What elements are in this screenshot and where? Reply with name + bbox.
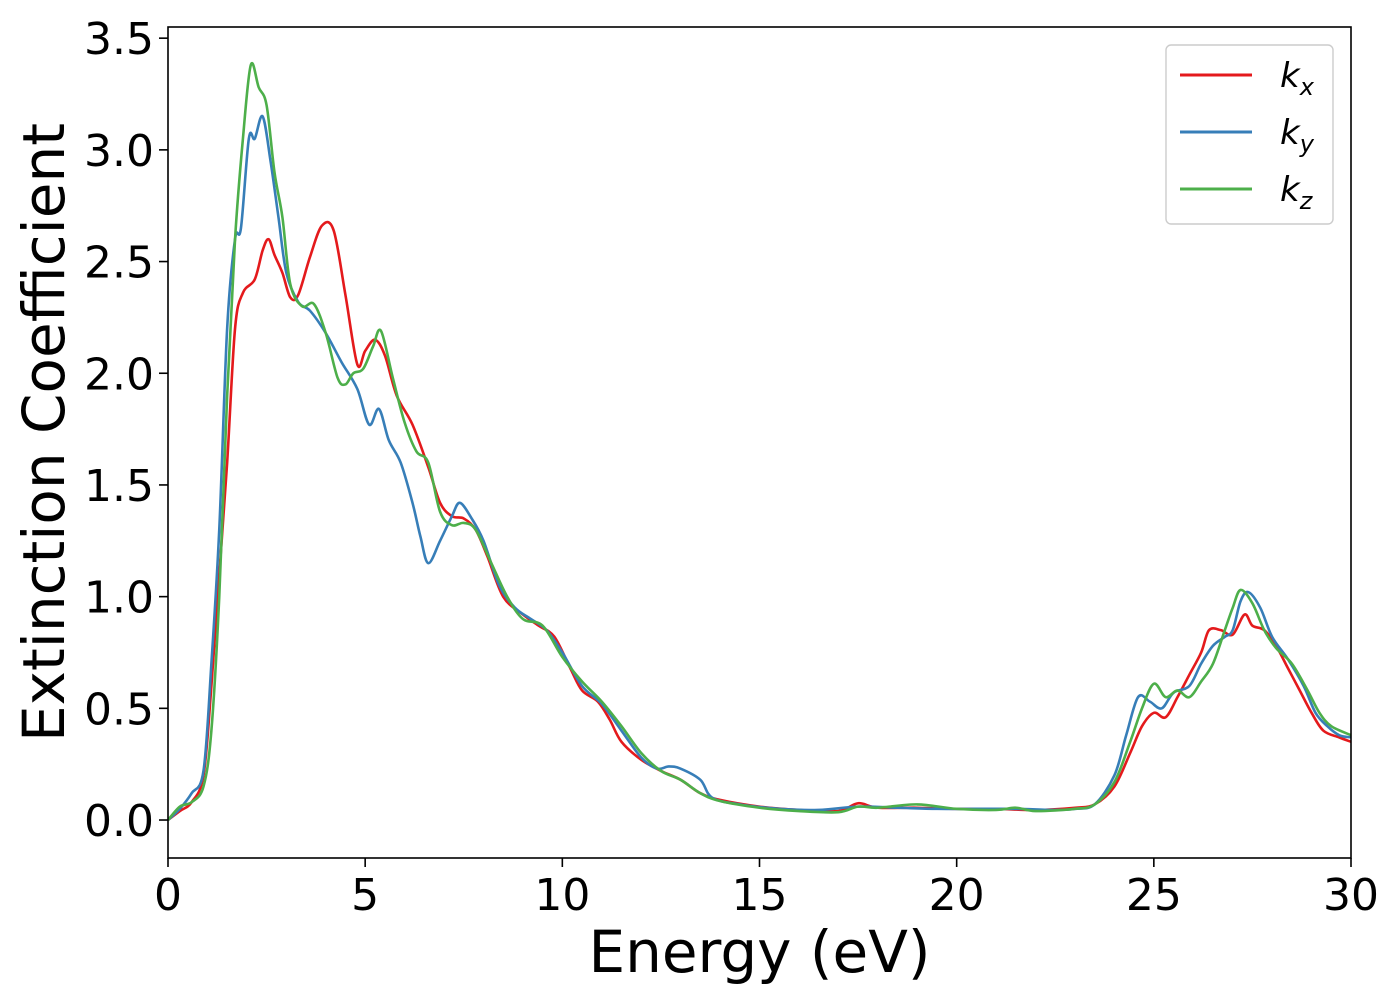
x-tick-label: 0	[154, 870, 182, 921]
x-tick-label: 25	[1126, 870, 1182, 921]
y-tick-label: 0.5	[84, 684, 154, 735]
y-tick-label: 3.0	[84, 126, 154, 177]
x-axis-label: Energy (eV)	[588, 918, 930, 986]
y-tick-label: 1.0	[84, 573, 154, 624]
series-line-ky	[168, 114, 1351, 821]
y-tick-label: 1.5	[84, 461, 154, 512]
y-axis-label: Extinction Coefficient	[10, 123, 78, 742]
y-tick-label: 0.0	[84, 796, 154, 847]
x-tick-label: 15	[732, 870, 788, 921]
series-lines	[168, 61, 1351, 822]
legend-box	[1165, 44, 1334, 225]
y-tick-label: 2.5	[84, 238, 154, 289]
series-line-kz	[168, 61, 1351, 821]
x-tick-label: 20	[929, 870, 985, 921]
y-axis-ticks: 0.0 0.5 1.0 1.5 2.0 2.5 3.0 3.5	[84, 14, 168, 847]
legend-label-ky: ky	[1280, 113, 1315, 158]
x-tick-label: 10	[534, 870, 590, 921]
x-tick-label: 30	[1323, 870, 1379, 921]
legend: kx ky kz	[1165, 44, 1334, 225]
legend-label-kz: kz	[1280, 170, 1314, 215]
x-axis-ticks: 0 5 10 15 20 25 30	[154, 858, 1379, 921]
legend-label-kx: kx	[1280, 56, 1315, 101]
y-tick-label: 2.0	[84, 349, 154, 400]
y-tick-label: 3.5	[84, 14, 154, 65]
series-line-kx	[168, 220, 1351, 822]
x-tick-label: 5	[351, 870, 379, 921]
